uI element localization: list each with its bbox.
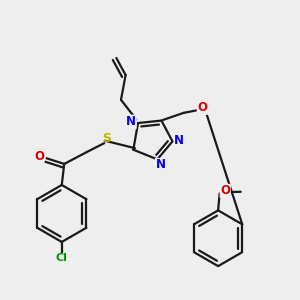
Text: O: O <box>220 184 230 197</box>
Text: N: N <box>155 158 165 172</box>
Text: Cl: Cl <box>56 253 68 263</box>
Text: N: N <box>126 115 136 128</box>
Text: O: O <box>34 150 44 163</box>
Text: O: O <box>197 101 207 114</box>
Text: S: S <box>102 132 111 145</box>
Text: N: N <box>174 134 184 147</box>
